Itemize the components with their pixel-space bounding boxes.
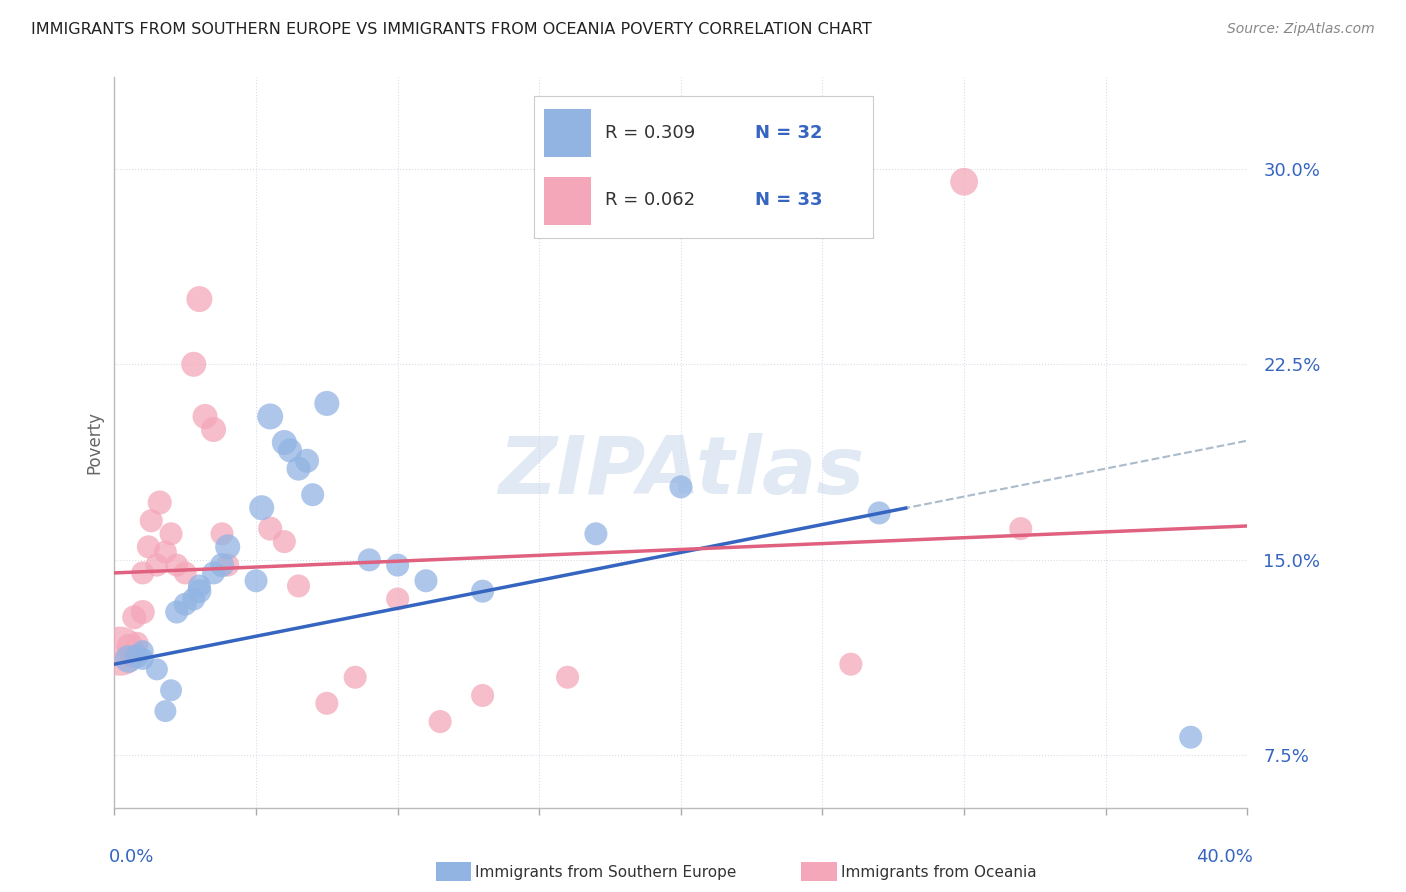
Point bbox=[125, 636, 148, 650]
Point bbox=[183, 592, 205, 607]
Point bbox=[278, 443, 301, 458]
Text: Immigrants from Southern Europe: Immigrants from Southern Europe bbox=[475, 865, 737, 880]
Point bbox=[108, 644, 131, 658]
Point bbox=[188, 579, 211, 593]
Point bbox=[174, 566, 197, 580]
Point bbox=[1180, 730, 1202, 744]
Point bbox=[429, 714, 451, 729]
Point bbox=[211, 558, 233, 573]
Point bbox=[211, 526, 233, 541]
Point bbox=[166, 605, 188, 619]
Point bbox=[259, 409, 281, 424]
Point bbox=[160, 683, 183, 698]
Point bbox=[188, 292, 211, 306]
Point bbox=[188, 584, 211, 599]
Point bbox=[585, 526, 607, 541]
Point bbox=[415, 574, 437, 588]
Point bbox=[132, 605, 155, 619]
Point bbox=[217, 558, 239, 573]
Point bbox=[132, 652, 155, 666]
Point bbox=[122, 610, 145, 624]
Point bbox=[471, 584, 494, 599]
Point bbox=[259, 522, 281, 536]
Point bbox=[245, 574, 267, 588]
Point bbox=[359, 553, 381, 567]
Text: Source: ZipAtlas.com: Source: ZipAtlas.com bbox=[1227, 22, 1375, 37]
Point bbox=[146, 662, 169, 676]
Point bbox=[1010, 522, 1032, 536]
Point bbox=[183, 357, 205, 371]
Point bbox=[471, 689, 494, 703]
Point bbox=[174, 597, 197, 611]
Point bbox=[138, 540, 160, 554]
Point bbox=[315, 396, 337, 410]
Text: IMMIGRANTS FROM SOUTHERN EUROPE VS IMMIGRANTS FROM OCEANIA POVERTY CORRELATION C: IMMIGRANTS FROM SOUTHERN EUROPE VS IMMIG… bbox=[31, 22, 872, 37]
Point bbox=[217, 540, 239, 554]
Point bbox=[120, 649, 142, 664]
Point bbox=[868, 506, 890, 520]
Point bbox=[132, 644, 155, 658]
Point bbox=[146, 558, 169, 573]
Y-axis label: Poverty: Poverty bbox=[86, 411, 103, 474]
Point bbox=[669, 480, 692, 494]
Point bbox=[287, 461, 309, 475]
Point bbox=[315, 696, 337, 710]
Point bbox=[287, 579, 309, 593]
Point bbox=[194, 409, 217, 424]
Point bbox=[202, 566, 225, 580]
Point bbox=[202, 422, 225, 436]
Text: 0.0%: 0.0% bbox=[108, 847, 155, 866]
Point bbox=[117, 652, 139, 666]
Text: Immigrants from Oceania: Immigrants from Oceania bbox=[841, 865, 1036, 880]
Point bbox=[160, 526, 183, 541]
Point bbox=[166, 558, 188, 573]
Point bbox=[250, 500, 273, 515]
Point bbox=[273, 435, 295, 450]
Point bbox=[387, 592, 409, 607]
Point bbox=[141, 514, 163, 528]
Point bbox=[155, 545, 177, 559]
Point bbox=[117, 639, 139, 653]
Point bbox=[557, 670, 579, 684]
Text: ZIPAtlas: ZIPAtlas bbox=[498, 433, 865, 511]
Point bbox=[301, 488, 323, 502]
Point bbox=[132, 566, 155, 580]
Point bbox=[149, 495, 172, 509]
Point bbox=[953, 175, 976, 189]
Point bbox=[839, 657, 862, 672]
Point bbox=[273, 534, 295, 549]
Point bbox=[155, 704, 177, 718]
Text: 40.0%: 40.0% bbox=[1197, 847, 1253, 866]
Point bbox=[344, 670, 367, 684]
Point bbox=[387, 558, 409, 573]
Point bbox=[125, 649, 148, 664]
Point bbox=[295, 454, 318, 468]
